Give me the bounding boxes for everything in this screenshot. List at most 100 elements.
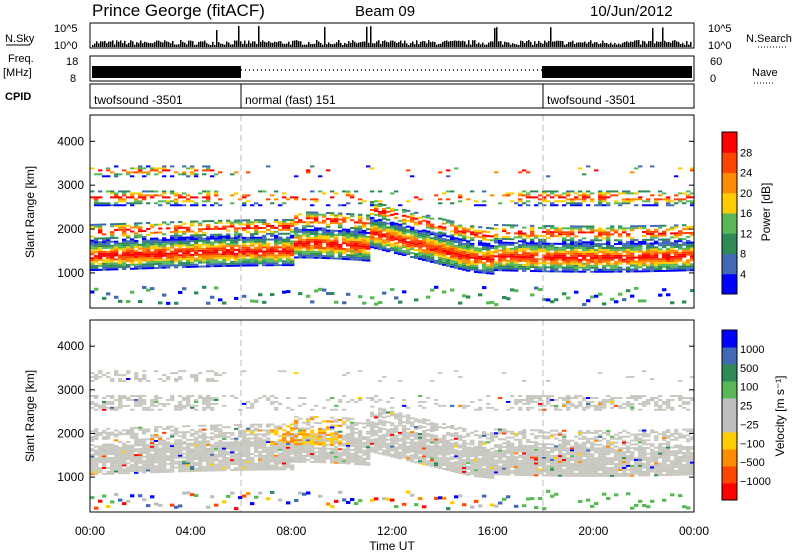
power-cell	[162, 233, 166, 235]
power-cell	[438, 247, 442, 249]
power-cell	[426, 242, 430, 244]
velocity-cell	[146, 448, 150, 450]
noise-bar	[348, 41, 350, 47]
velocity-cell	[274, 397, 278, 399]
power-y-tick-label: 2000	[57, 222, 84, 236]
power-cell	[110, 264, 114, 266]
power-cell	[330, 218, 334, 220]
power-cell	[202, 238, 206, 240]
noise-bar	[116, 40, 118, 47]
power-cell	[98, 224, 102, 226]
power-cell	[162, 222, 166, 224]
power-cell	[642, 264, 646, 266]
velocity-cell	[122, 405, 126, 407]
power-cell	[566, 257, 570, 259]
power-colorbar-tick: 8	[740, 249, 746, 261]
velocity-cell	[186, 462, 190, 464]
velocity-cell	[110, 403, 114, 405]
power-cell	[162, 239, 166, 241]
power-cell	[430, 255, 434, 257]
power-cell	[262, 241, 266, 243]
power-cell	[94, 238, 98, 240]
power-cell	[102, 265, 106, 267]
noise-bar	[450, 41, 452, 47]
power-cell	[190, 256, 194, 258]
power-cell	[122, 231, 126, 233]
velocity-cell	[214, 454, 218, 456]
velocity-cell	[214, 460, 218, 462]
power-cell	[278, 258, 282, 260]
power-cell	[122, 240, 126, 242]
power-cell	[126, 171, 130, 173]
power-cell	[398, 245, 402, 247]
power-cell	[466, 242, 470, 244]
power-cell	[678, 252, 682, 254]
velocity-cell	[230, 469, 234, 471]
power-cell	[482, 242, 486, 244]
noise-bar	[330, 44, 332, 47]
velocity-cell	[138, 462, 142, 464]
power-cell	[134, 256, 138, 258]
power-cell	[286, 223, 290, 225]
power-cell	[210, 253, 214, 255]
power-cell	[218, 263, 222, 265]
power-cell	[426, 217, 430, 219]
power-cell	[574, 271, 578, 273]
power-cell	[326, 249, 330, 251]
velocity-cell	[278, 445, 282, 447]
power-cell	[318, 288, 322, 291]
power-cell	[386, 211, 390, 213]
power-cell	[362, 242, 366, 244]
power-cell	[222, 245, 226, 247]
power-cell	[110, 235, 114, 237]
power-cell	[206, 257, 210, 259]
power-cell	[550, 249, 554, 251]
power-cell	[174, 194, 178, 196]
power-cell	[594, 269, 598, 271]
power-cell	[538, 235, 542, 237]
velocity-cell	[186, 460, 190, 462]
power-cell	[294, 198, 298, 200]
power-cell	[302, 255, 306, 257]
power-cell	[482, 256, 486, 258]
power-cell	[566, 253, 570, 255]
power-cell	[222, 247, 226, 249]
power-cell	[534, 244, 538, 246]
power-cell	[122, 204, 126, 206]
power-cell	[610, 253, 614, 255]
noise-bar	[606, 43, 608, 47]
power-cell	[554, 263, 558, 265]
power-cell	[334, 222, 338, 224]
power-cell	[678, 254, 682, 256]
power-cell	[458, 258, 462, 260]
power-cell	[394, 234, 398, 236]
power-cell	[486, 266, 490, 268]
power-cell	[374, 237, 378, 239]
power-cell	[138, 234, 142, 236]
velocity-cell	[150, 460, 154, 462]
velocity-cell	[274, 461, 278, 463]
power-cell	[134, 200, 138, 202]
power-cell	[246, 261, 250, 263]
power-cell	[462, 227, 466, 229]
power-cell	[90, 259, 94, 261]
power-cell	[610, 263, 614, 265]
power-cell	[674, 226, 678, 228]
power-cell	[90, 261, 94, 263]
velocity-cell	[162, 443, 166, 445]
velocity-cell	[102, 374, 106, 376]
power-cell	[90, 247, 94, 249]
power-cell	[330, 190, 334, 192]
power-cell	[462, 294, 466, 297]
power-cell	[514, 270, 518, 272]
power-cell	[98, 265, 102, 267]
power-cell	[238, 257, 242, 259]
power-cell	[218, 261, 222, 263]
power-cell	[322, 216, 326, 218]
velocity-cell	[290, 427, 294, 429]
velocity-cell	[174, 431, 178, 433]
power-cell	[642, 253, 646, 255]
velocity-cell	[170, 469, 174, 471]
noise-bar	[566, 44, 568, 47]
velocity-cell	[106, 447, 110, 449]
